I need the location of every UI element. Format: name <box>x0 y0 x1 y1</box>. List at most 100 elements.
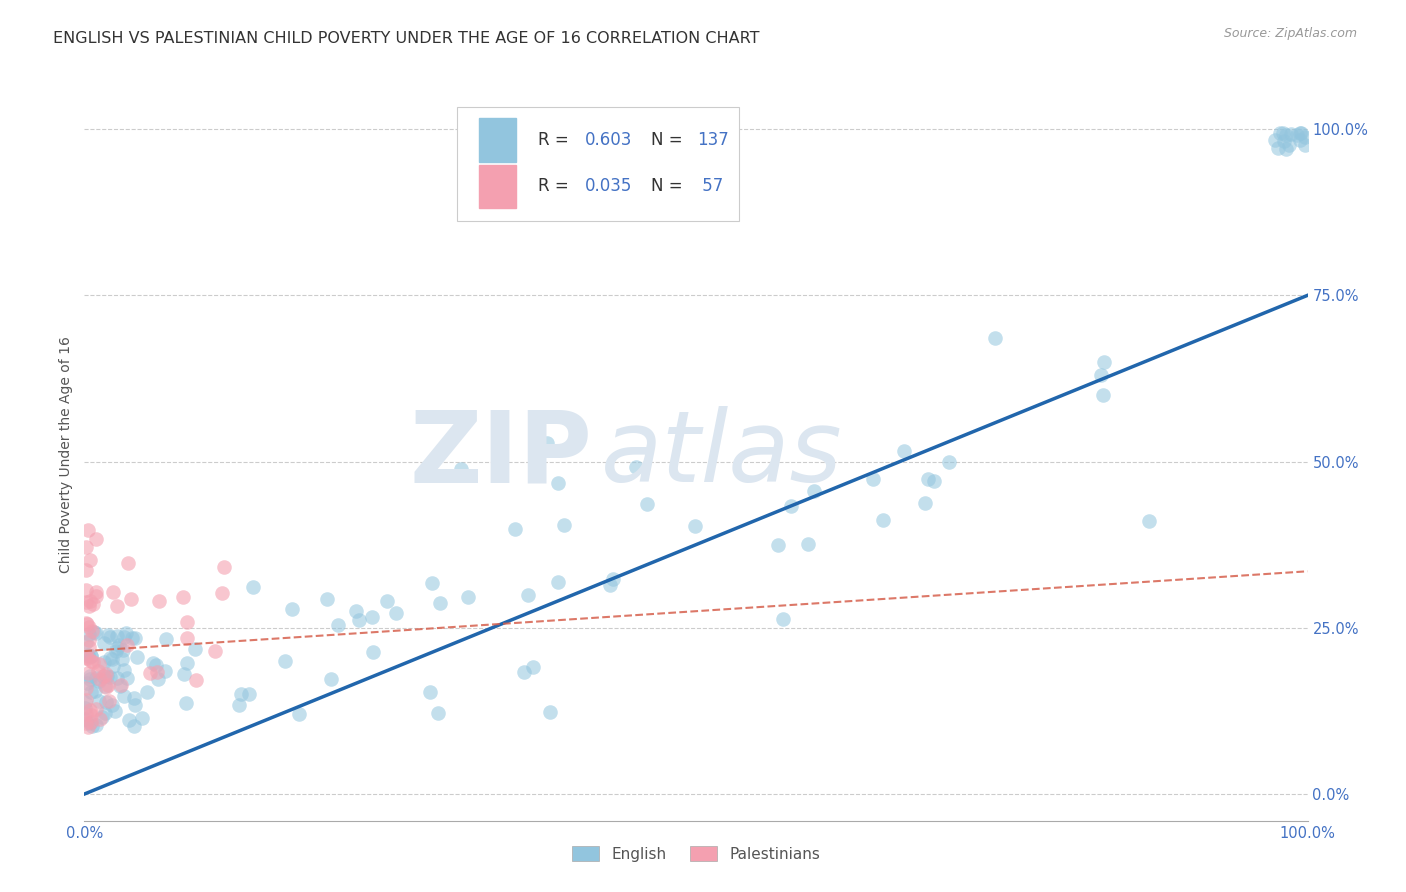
Text: N =: N = <box>651 131 688 149</box>
Point <box>117 556 139 570</box>
Point <box>89 674 111 689</box>
Point <box>176 615 198 629</box>
Point <box>1264 133 1286 147</box>
Point <box>82 655 104 669</box>
Point <box>80 718 103 732</box>
Point <box>229 687 252 701</box>
Point <box>797 537 820 551</box>
Point <box>120 592 142 607</box>
Point <box>75 681 97 696</box>
Point <box>105 599 128 613</box>
Point <box>84 671 107 685</box>
Point <box>517 589 540 603</box>
Point <box>176 696 198 710</box>
Point <box>131 711 153 725</box>
Point <box>75 693 97 707</box>
Point <box>1092 355 1115 369</box>
Point <box>547 574 569 589</box>
Text: 0.603: 0.603 <box>585 131 633 149</box>
Point <box>184 641 207 656</box>
Point <box>1092 388 1115 402</box>
Point <box>79 553 101 567</box>
Bar <box>479 164 516 209</box>
Point <box>75 563 97 577</box>
Point <box>450 461 472 475</box>
Point <box>111 652 134 666</box>
Point <box>96 628 118 642</box>
Point <box>80 624 103 638</box>
Point <box>124 698 146 712</box>
Point <box>93 668 115 682</box>
Point <box>184 673 207 687</box>
Point <box>98 670 121 684</box>
Point <box>553 517 575 532</box>
Point <box>1090 368 1112 382</box>
Point <box>87 664 110 678</box>
Point <box>522 660 544 674</box>
Point <box>153 664 176 678</box>
Point <box>1137 514 1160 528</box>
Point <box>176 631 198 645</box>
Point <box>780 499 803 513</box>
Point <box>93 656 115 670</box>
Point <box>75 595 97 609</box>
Point <box>626 460 648 475</box>
Point <box>924 474 946 488</box>
Point <box>75 712 97 726</box>
Point <box>77 648 100 662</box>
Point <box>96 669 118 683</box>
Point <box>93 635 115 649</box>
Point <box>124 631 146 645</box>
Point <box>1289 126 1312 140</box>
Point <box>84 702 107 716</box>
Legend: English, Palestinians: English, Palestinians <box>565 840 827 868</box>
Point <box>347 614 370 628</box>
Point <box>79 672 101 686</box>
Text: ZIP: ZIP <box>409 407 592 503</box>
Text: ENGLISH VS PALESTINIAN CHILD POVERTY UNDER THE AGE OF 16 CORRELATION CHART: ENGLISH VS PALESTINIAN CHILD POVERTY UND… <box>53 31 759 46</box>
Point <box>112 630 135 644</box>
Point <box>79 640 101 654</box>
Point <box>115 671 138 685</box>
Point <box>505 522 527 536</box>
Point <box>122 719 145 733</box>
Point <box>79 685 101 699</box>
Point <box>914 495 936 509</box>
Point <box>112 690 135 704</box>
Point <box>79 669 101 683</box>
Point <box>94 695 117 709</box>
Point <box>938 455 960 469</box>
Point <box>89 712 111 726</box>
Point <box>82 597 104 611</box>
Point <box>122 691 145 706</box>
Point <box>105 629 128 643</box>
Point <box>76 651 98 665</box>
Point <box>111 642 134 657</box>
Point <box>547 475 569 490</box>
Point <box>75 540 97 554</box>
Point <box>536 436 558 450</box>
Point <box>94 667 117 681</box>
Point <box>176 656 198 670</box>
Text: atlas: atlas <box>600 407 842 503</box>
Point <box>84 532 107 546</box>
Text: 137: 137 <box>697 131 728 149</box>
Point <box>79 703 101 717</box>
Text: 0.035: 0.035 <box>585 178 633 195</box>
Point <box>1289 133 1312 147</box>
Point <box>139 665 162 680</box>
Point <box>80 707 103 722</box>
Point <box>872 513 894 527</box>
Point <box>101 585 124 599</box>
Point <box>108 679 131 693</box>
Point <box>75 582 97 597</box>
Point <box>361 610 384 624</box>
Point <box>142 656 165 670</box>
Point <box>862 473 884 487</box>
Point <box>75 701 97 715</box>
Point <box>77 599 100 613</box>
Point <box>76 720 98 734</box>
Point <box>80 649 103 664</box>
Point <box>117 638 139 652</box>
Point <box>87 694 110 708</box>
